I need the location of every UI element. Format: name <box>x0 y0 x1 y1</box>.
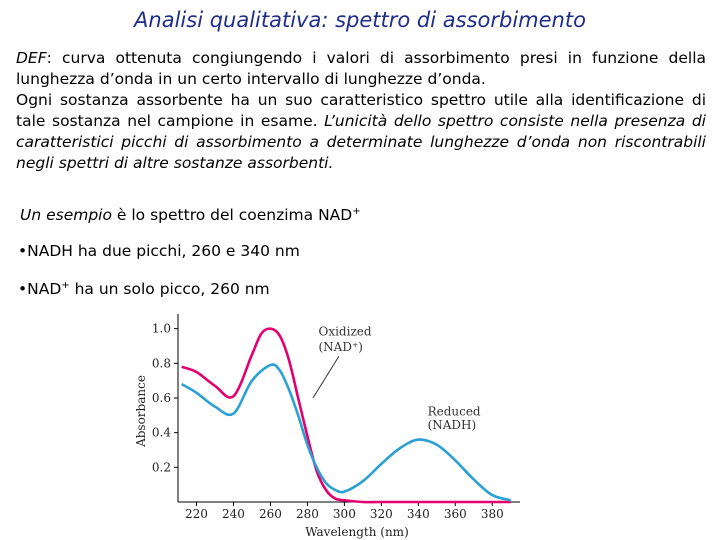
y-tick-label: 0.6 <box>152 391 171 405</box>
annotation-reduced-sub: (NADH) <box>428 418 477 432</box>
x-tick-label: 220 <box>185 507 208 521</box>
bullet-text: •NADH ha due picchi, 260 e 340 nm <box>18 242 300 260</box>
x-tick-label: 320 <box>370 507 393 521</box>
annotation-oxidized-sub: (NAD⁺) <box>318 340 362 354</box>
y-tick-label: 0.2 <box>152 460 171 474</box>
def-text-3: L’unicità dello spettro consiste nella p… <box>16 112 706 172</box>
example-sup: + <box>352 205 361 217</box>
y-axis-label: Absorbance <box>134 375 148 448</box>
annotation-pointer-oxidized <box>312 356 340 399</box>
slide-title: Analisi qualitativa: spettro di assorbim… <box>134 8 586 32</box>
bullet-rest: ha un solo picco, 260 nm <box>69 280 270 298</box>
def-label: DEF <box>16 49 47 67</box>
x-tick-label: 300 <box>333 507 356 521</box>
def-text-2: Ogni sostanza assorbente ha un suo carat… <box>16 91 706 130</box>
annotation-oxidized: Oxidized <box>318 325 371 339</box>
bullet-nad: •NAD+ ha un solo picco, 260 nm <box>18 280 270 298</box>
bullet-text: •NAD <box>18 280 62 298</box>
example-rest: è lo spettro del coenzima NAD <box>111 206 353 224</box>
x-axis-label: Wavelength (nm) <box>305 525 409 539</box>
x-tick-label: 240 <box>222 507 245 521</box>
example-line: Un esempio è lo spettro del coenzima NAD… <box>20 206 361 224</box>
x-tick-label: 340 <box>407 507 430 521</box>
absorption-spectrum-chart: 220 240 260 280 300 320 340 360 380 0.2 0.4 0.6 0.8 1… <box>134 314 520 539</box>
series-line-reduced <box>181 363 512 502</box>
x-tick-label: 260 <box>259 507 282 521</box>
bullet-nadh: •NADH ha due picchi, 260 e 340 nm <box>18 242 300 260</box>
y-tick-label: 0.4 <box>152 426 171 440</box>
x-tick-label: 280 <box>296 507 319 521</box>
definition-paragraph: DEF: curva ottenuta congiungendo i valor… <box>16 48 706 174</box>
example-prefix: Un esempio <box>20 206 112 224</box>
x-tick-label: 380 <box>481 507 504 521</box>
annotation-reduced: Reduced <box>428 404 481 418</box>
x-tick-label: 360 <box>444 507 467 521</box>
series-line-oxidized <box>181 327 511 504</box>
bullet-sup: + <box>61 279 70 291</box>
y-tick-label: 0.8 <box>152 356 171 370</box>
y-tick-label: 1.0 <box>152 322 171 336</box>
def-text-1: : curva ottenuta congiungendo i valori d… <box>16 49 706 88</box>
